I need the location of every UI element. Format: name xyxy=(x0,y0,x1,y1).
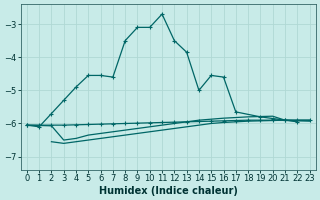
X-axis label: Humidex (Indice chaleur): Humidex (Indice chaleur) xyxy=(99,186,238,196)
